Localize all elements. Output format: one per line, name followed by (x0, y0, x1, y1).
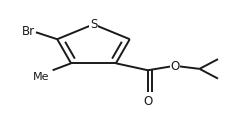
Text: Me: Me (32, 72, 49, 82)
Text: S: S (90, 18, 97, 31)
Text: O: O (170, 60, 180, 73)
Text: Br: Br (22, 25, 35, 38)
Text: O: O (143, 95, 153, 108)
